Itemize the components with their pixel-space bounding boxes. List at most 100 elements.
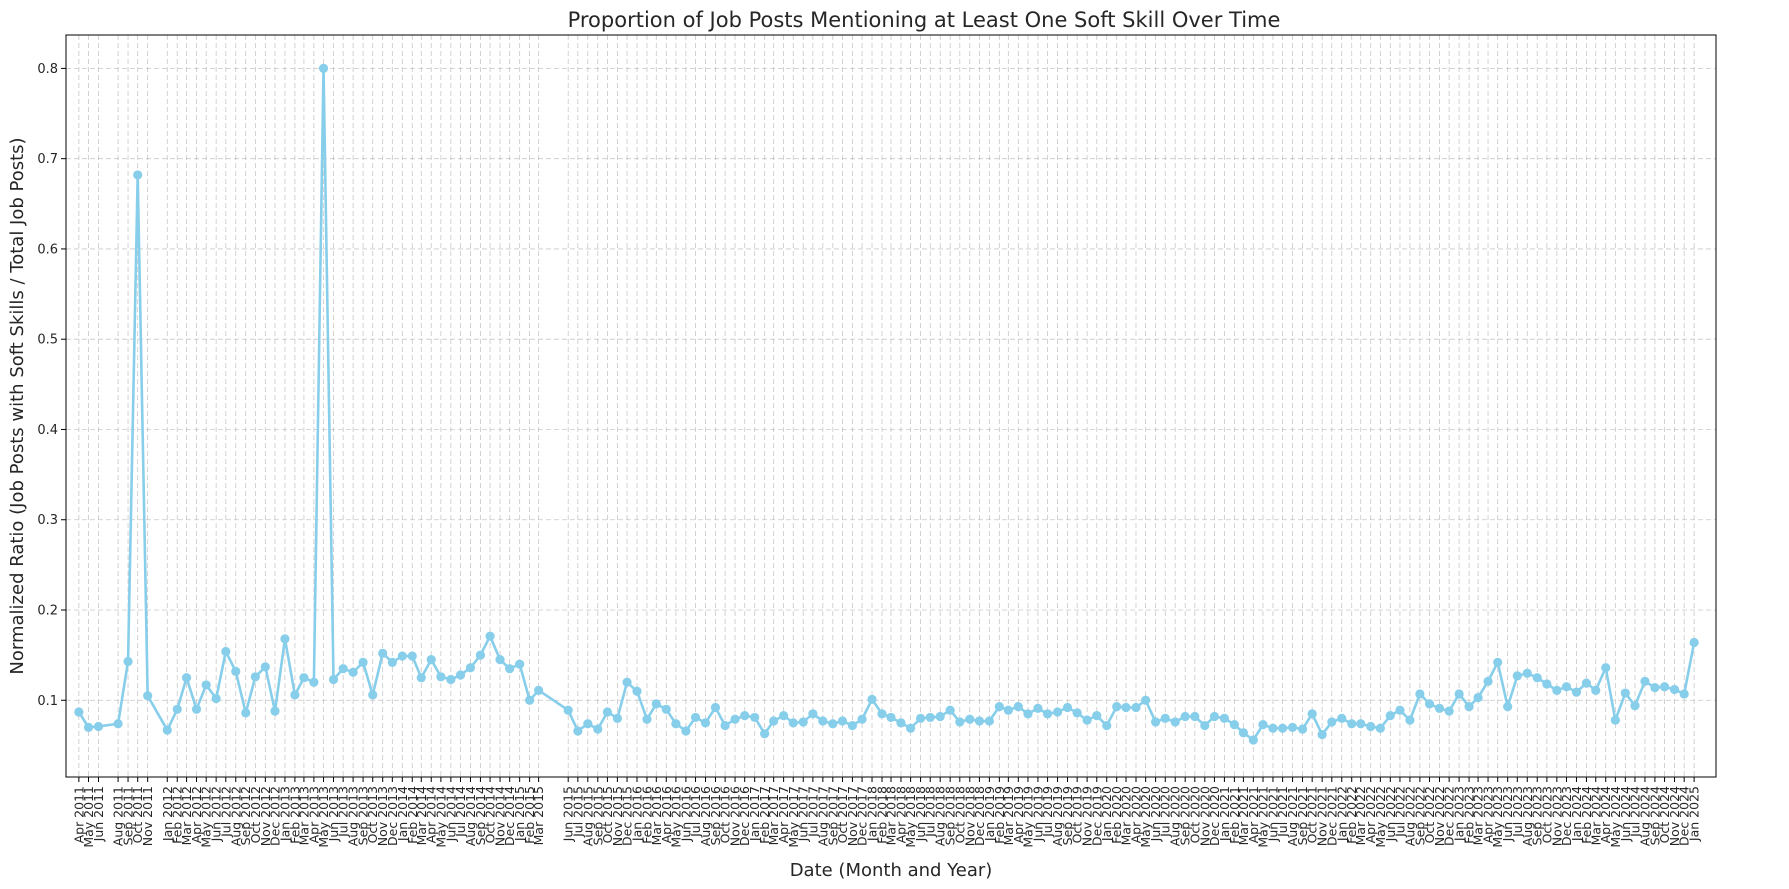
data-point bbox=[309, 677, 319, 687]
x-tick-label: May 2014 bbox=[433, 786, 448, 848]
data-point bbox=[1082, 715, 1092, 725]
x-tick-label: Oct 2020 bbox=[1187, 786, 1202, 843]
x-tick-label: Apr 2011 bbox=[71, 786, 86, 843]
data-point bbox=[1170, 717, 1180, 727]
data-point bbox=[984, 716, 994, 726]
data-point bbox=[1444, 706, 1454, 716]
x-tick-label: Feb 2019 bbox=[992, 786, 1007, 844]
data-point bbox=[965, 714, 975, 724]
x-tick-label: Jun 2015 bbox=[561, 786, 576, 842]
data-point bbox=[328, 674, 339, 685]
x-tick-label: Sep 2016 bbox=[708, 786, 723, 845]
x-tick-label: Dec 2018 bbox=[972, 786, 987, 846]
x-tick-label: Sep 2017 bbox=[825, 786, 840, 845]
data-point bbox=[779, 711, 789, 721]
x-tick-label: Jan 2015 bbox=[512, 786, 527, 842]
x-tick-label: Dec 2021 bbox=[1324, 786, 1339, 846]
x-tick-label: Jun 2022 bbox=[1383, 786, 1398, 842]
x-tick-label: Jun 2011 bbox=[91, 786, 106, 842]
data-point bbox=[1052, 707, 1063, 717]
data-point bbox=[1366, 721, 1376, 732]
data-point bbox=[1610, 715, 1620, 725]
x-tick-label: Jan 2014 bbox=[395, 786, 410, 842]
x-tick-label: Aug 2014 bbox=[463, 786, 478, 846]
x-tick-label: Feb 2013 bbox=[287, 786, 302, 844]
x-tick-label: May 2019 bbox=[1020, 786, 1035, 848]
x-tick-label: Dec 2014 bbox=[502, 786, 517, 846]
data-point bbox=[1121, 702, 1131, 713]
data-point bbox=[397, 651, 407, 661]
data-point bbox=[632, 686, 642, 696]
x-tick-label: Oct 2021 bbox=[1305, 786, 1320, 843]
data-point bbox=[1464, 701, 1474, 712]
data-point bbox=[1092, 711, 1102, 721]
x-tick-label: Feb 2015 bbox=[522, 786, 537, 844]
data-point bbox=[1102, 720, 1112, 731]
x-tick-label: Jul 2019 bbox=[1040, 786, 1055, 838]
data-point bbox=[1493, 657, 1503, 667]
x-tick-label: Jan 2021 bbox=[1217, 786, 1232, 842]
x-tick-label: Mar 2021 bbox=[1236, 786, 1251, 845]
x-tick-label: Dec 2013 bbox=[385, 786, 400, 846]
x-tick-label: Sep 2024 bbox=[1647, 786, 1662, 845]
data-point bbox=[1473, 692, 1483, 703]
data-point bbox=[1395, 705, 1405, 715]
x-tick-label: Feb 2012 bbox=[170, 786, 185, 844]
data-point bbox=[1415, 689, 1425, 699]
x-tick-label: Jun 2023 bbox=[1500, 786, 1515, 842]
x-tick-label: Apr 2022 bbox=[1363, 786, 1378, 843]
data-point bbox=[828, 719, 838, 729]
x-tick-label: Jul 2015 bbox=[570, 786, 585, 838]
x-tick-label: Jun 2014 bbox=[443, 786, 458, 842]
x-tick-label: Jul 2021 bbox=[1275, 786, 1290, 838]
data-point bbox=[1258, 720, 1268, 730]
data-point bbox=[1160, 713, 1170, 723]
x-tick-label: Jan 2017 bbox=[747, 786, 762, 842]
data-point bbox=[808, 709, 818, 719]
data-point bbox=[1287, 722, 1298, 732]
y-tick-label: 0.8 bbox=[37, 62, 58, 77]
data-point bbox=[1522, 668, 1532, 678]
data-point bbox=[113, 719, 123, 729]
x-tick-label: Oct 2015 bbox=[600, 786, 615, 843]
data-point bbox=[426, 655, 436, 665]
data-point bbox=[1112, 701, 1122, 712]
x-tick-label: Feb 2018 bbox=[874, 786, 889, 844]
x-tick-label: Aug 2017 bbox=[815, 786, 830, 846]
x-tick-label: Dec 2022 bbox=[1442, 786, 1457, 846]
x-tick-label: Oct 2013 bbox=[365, 786, 380, 843]
x-tick-label: Apr 2018 bbox=[893, 786, 908, 843]
data-point bbox=[837, 716, 848, 726]
data-point bbox=[1669, 684, 1680, 695]
data-point bbox=[1503, 701, 1513, 712]
data-point bbox=[1042, 709, 1053, 719]
data-point bbox=[201, 680, 211, 690]
x-tick-label: May 2022 bbox=[1373, 786, 1388, 848]
x-tick-label: Apr 2013 bbox=[306, 786, 321, 843]
x-tick-label: May 2013 bbox=[316, 786, 331, 848]
data-point bbox=[955, 717, 965, 727]
data-point bbox=[1023, 709, 1033, 719]
data-point bbox=[788, 718, 798, 728]
data-point bbox=[1248, 735, 1258, 745]
data-point bbox=[583, 719, 593, 729]
data-point bbox=[593, 724, 603, 734]
data-point bbox=[1297, 724, 1308, 734]
data-point bbox=[1532, 673, 1542, 683]
x-tick-label: May 2012 bbox=[199, 786, 214, 848]
data-point bbox=[485, 631, 495, 641]
x-tick-label: Nov 2023 bbox=[1549, 786, 1564, 846]
data-point bbox=[299, 673, 309, 683]
data-point bbox=[651, 699, 661, 709]
data-point bbox=[1317, 729, 1327, 740]
y-tick-label: 0.3 bbox=[37, 513, 58, 528]
data-point bbox=[221, 646, 231, 657]
x-tick-label: Jul 2020 bbox=[1158, 786, 1173, 838]
data-point bbox=[847, 720, 858, 731]
x-tick-label: Aug 2012 bbox=[228, 786, 243, 846]
x-tick-label: Mar 2018 bbox=[884, 786, 899, 845]
data-point bbox=[857, 714, 867, 724]
data-point bbox=[563, 705, 573, 715]
x-tick-label: Feb 2017 bbox=[757, 786, 772, 844]
x-tick-label: Dec 2020 bbox=[1207, 786, 1222, 846]
